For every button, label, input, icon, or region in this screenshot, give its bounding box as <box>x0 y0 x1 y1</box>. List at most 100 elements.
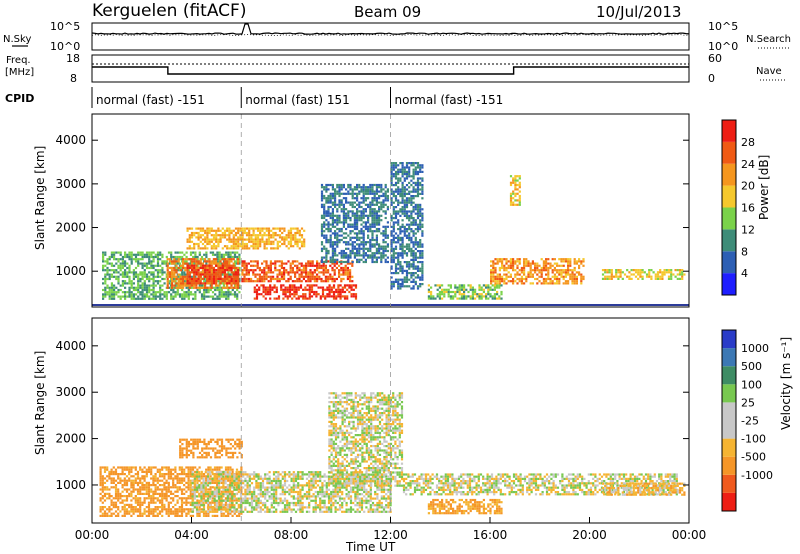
data-cell <box>211 295 215 298</box>
data-cell <box>174 484 177 487</box>
data-cell <box>542 282 545 285</box>
data-cell <box>195 286 198 289</box>
data-cell <box>218 288 221 292</box>
data-cell <box>421 166 424 169</box>
data-cell <box>221 264 224 267</box>
data-cell <box>496 273 499 276</box>
data-cell <box>117 288 120 292</box>
data-cell <box>278 271 281 274</box>
data-cell <box>206 242 209 246</box>
data-cell <box>569 260 572 263</box>
data-cell <box>405 201 409 204</box>
data-cell <box>478 293 481 296</box>
data-cell <box>177 280 180 283</box>
data-cell <box>123 506 126 509</box>
data-cell <box>392 164 395 167</box>
data-cell <box>449 295 452 298</box>
data-cell <box>458 293 461 296</box>
data-cell <box>148 291 151 294</box>
data-cell <box>405 162 409 165</box>
data-cell <box>351 260 354 264</box>
data-cell <box>128 479 131 482</box>
data-cell <box>289 266 292 270</box>
data-cell <box>178 266 182 270</box>
data-cell <box>353 201 356 204</box>
data-cell <box>347 212 350 215</box>
data-cell <box>430 286 433 289</box>
data-cell <box>223 260 226 263</box>
data-cell <box>373 190 376 193</box>
data-cell <box>378 208 381 211</box>
data-cell <box>176 508 179 511</box>
data-cell <box>331 188 334 191</box>
data-cell <box>390 287 393 290</box>
data-cell <box>154 475 157 478</box>
data-cell <box>394 173 398 176</box>
data-cell <box>280 260 283 263</box>
data-cell <box>302 275 305 278</box>
data-cell <box>267 242 271 246</box>
data-cell <box>183 488 186 491</box>
cpid-segment-label: normal (fast) 151 <box>245 93 349 107</box>
data-cell <box>421 190 424 193</box>
data-cell <box>124 253 127 256</box>
data-cell <box>201 229 205 232</box>
data-cell <box>390 267 393 270</box>
data-cell <box>320 199 324 202</box>
data-cell <box>302 269 305 272</box>
data-cell <box>501 262 504 265</box>
data-cell <box>156 468 159 471</box>
data-cell <box>556 280 559 283</box>
data-cell <box>217 229 220 232</box>
data-cell <box>282 293 285 296</box>
data-cell <box>516 264 519 267</box>
data-cell <box>371 238 374 242</box>
data-cell <box>436 288 439 291</box>
data-cell <box>128 253 131 256</box>
data-cell <box>121 466 124 469</box>
data-cell <box>196 512 199 515</box>
data-cell <box>331 197 334 200</box>
data-cell <box>174 251 177 254</box>
data-cell <box>378 210 381 213</box>
data-cell <box>232 236 235 239</box>
data-cell <box>338 271 341 274</box>
data-cell <box>311 271 314 274</box>
data-cell <box>172 479 175 482</box>
data-cell <box>178 514 181 517</box>
data-cell <box>360 205 363 209</box>
data-cell <box>183 260 186 263</box>
data-cell <box>101 512 104 515</box>
data-cell <box>237 247 240 250</box>
data-cell <box>621 277 624 280</box>
data-cell <box>386 199 389 202</box>
data-cell <box>353 192 356 195</box>
data-cell <box>165 508 168 511</box>
data-cell <box>405 236 409 239</box>
data-cell <box>300 245 304 248</box>
data-cell <box>230 275 233 278</box>
freq-tick-top: 18 <box>66 52 80 65</box>
data-cell <box>152 277 155 281</box>
data-cell <box>360 236 363 239</box>
data-cell <box>401 210 404 213</box>
data-cell <box>514 192 517 195</box>
data-cell <box>334 205 337 209</box>
data-cell <box>410 217 413 220</box>
data-cell <box>346 262 349 265</box>
data-cell <box>487 286 490 289</box>
data-cell <box>358 232 361 235</box>
data-cell <box>334 201 337 204</box>
data-cell <box>390 214 393 217</box>
data-cell <box>320 190 324 193</box>
data-cell <box>327 197 330 200</box>
data-cell <box>174 280 177 283</box>
data-cell <box>261 280 264 283</box>
data-cell <box>367 247 370 250</box>
data-cell <box>298 275 301 278</box>
data-cell <box>193 277 196 280</box>
data-cell <box>196 288 199 292</box>
data-cell <box>156 280 160 283</box>
data-cell <box>227 271 230 274</box>
data-cell <box>397 287 400 290</box>
